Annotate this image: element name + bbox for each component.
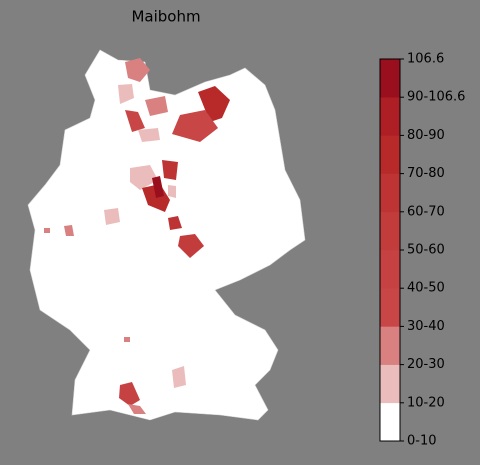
map-title: Maibohm	[131, 8, 200, 26]
colorbar-segment	[380, 97, 400, 136]
germany-map	[27, 49, 306, 421]
colorbar-label: 60-70	[407, 204, 445, 219]
region	[64, 225, 74, 236]
colorbar-segment	[380, 135, 400, 174]
region	[124, 337, 130, 342]
region	[104, 208, 120, 225]
colorbar-label: 106.6	[407, 52, 444, 67]
colorbar-segment	[380, 211, 400, 251]
region	[168, 216, 182, 230]
region	[198, 86, 230, 122]
region	[119, 382, 140, 406]
region	[128, 404, 146, 414]
region	[145, 96, 168, 116]
region	[168, 185, 176, 198]
region	[125, 58, 150, 82]
region	[130, 165, 158, 190]
region	[152, 176, 164, 198]
colorbar-segment	[380, 364, 400, 404]
colorbar-segment	[380, 173, 400, 213]
colorbar-segment	[380, 402, 400, 442]
colorbar-segment	[380, 288, 400, 327]
colorbar-label: 10-20	[407, 395, 445, 410]
colorbar-label: 20-30	[407, 357, 445, 372]
region	[125, 110, 145, 132]
colorbar: 0-10 10-20 20-30 30-40 40-50 50-60 60-70 70-80 8…	[379, 52, 465, 449]
colorbar-label: 70-80	[407, 166, 445, 181]
region	[138, 128, 160, 142]
colorbar-label: 90-106.6	[407, 90, 465, 105]
colorbar-segment	[380, 250, 400, 289]
colorbar-label: 80-90	[407, 128, 445, 143]
region	[118, 84, 134, 104]
colorbar-label: 30-40	[407, 319, 445, 334]
colorbar-label: 40-50	[407, 281, 445, 296]
region	[44, 228, 50, 233]
country-outline	[27, 49, 306, 421]
region	[178, 234, 204, 258]
colorbar-segment	[380, 59, 400, 98]
region	[172, 366, 186, 388]
colorbar-label: 0-10	[407, 434, 437, 449]
colorbar-label: 50-60	[407, 243, 445, 258]
region	[172, 110, 218, 142]
colorbar-segment	[380, 326, 400, 365]
region	[162, 160, 178, 180]
